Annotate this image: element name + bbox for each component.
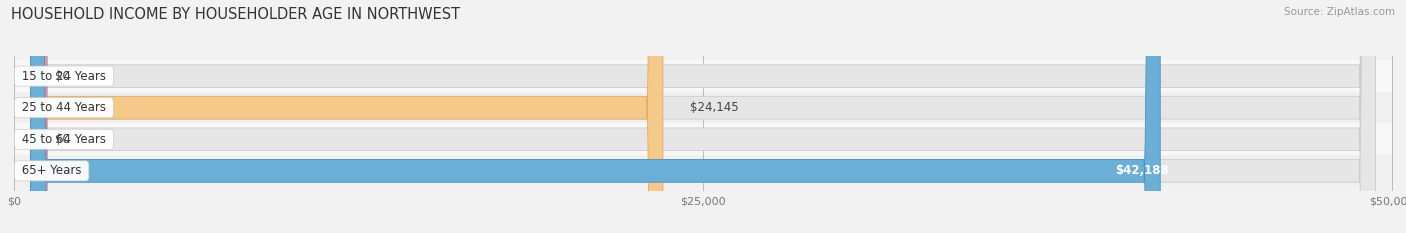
- Text: Source: ZipAtlas.com: Source: ZipAtlas.com: [1284, 7, 1395, 17]
- Text: 15 to 24 Years: 15 to 24 Years: [18, 70, 110, 83]
- Bar: [14, 60, 1392, 92]
- FancyBboxPatch shape: [31, 0, 1160, 233]
- Text: $0: $0: [55, 133, 70, 146]
- Text: $24,145: $24,145: [690, 101, 740, 114]
- Bar: [14, 123, 1392, 155]
- FancyBboxPatch shape: [31, 0, 662, 233]
- FancyBboxPatch shape: [31, 0, 46, 233]
- FancyBboxPatch shape: [31, 0, 46, 233]
- Text: 25 to 44 Years: 25 to 44 Years: [18, 101, 110, 114]
- Text: $0: $0: [55, 70, 70, 83]
- Text: 45 to 64 Years: 45 to 64 Years: [18, 133, 110, 146]
- FancyBboxPatch shape: [31, 0, 1375, 233]
- Bar: [14, 92, 1392, 123]
- Text: $42,188: $42,188: [1115, 164, 1168, 177]
- Bar: [14, 155, 1392, 187]
- FancyBboxPatch shape: [31, 0, 1375, 233]
- Text: HOUSEHOLD INCOME BY HOUSEHOLDER AGE IN NORTHWEST: HOUSEHOLD INCOME BY HOUSEHOLDER AGE IN N…: [11, 7, 460, 22]
- FancyBboxPatch shape: [31, 0, 1375, 233]
- FancyBboxPatch shape: [31, 0, 1375, 233]
- Text: 65+ Years: 65+ Years: [18, 164, 86, 177]
